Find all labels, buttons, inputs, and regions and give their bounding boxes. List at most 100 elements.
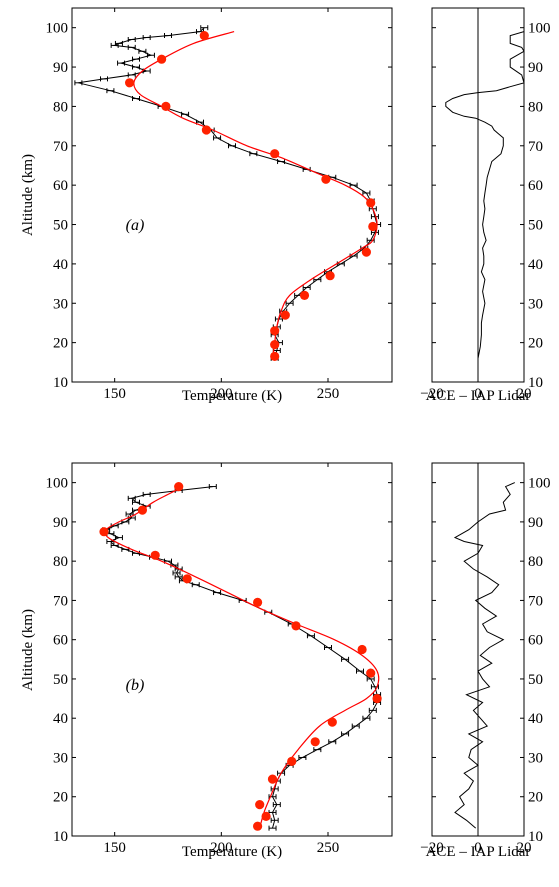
y-tick-label: 100 [46, 21, 69, 37]
panel-b-y-axis-label: Altitude (km) [20, 609, 36, 691]
panel-b-frame [71, 462, 393, 837]
panel-b-diff-data-layer [453, 463, 515, 836]
y-tick-label: 50 [53, 218, 68, 234]
ir-data-point [137, 505, 147, 515]
panel-a-diff-x-axis-label: ACE – IAP Lidar [426, 388, 531, 404]
y-tick-label: 70 [528, 593, 543, 609]
ir-data-point [325, 271, 335, 281]
ir-data-point [199, 30, 209, 41]
y-tick-label: 60 [53, 633, 68, 649]
y-tick-label: 70 [53, 593, 68, 609]
ir-data-point [150, 550, 160, 560]
y-tick-label: 60 [528, 178, 543, 194]
ir-data-point [201, 125, 211, 135]
panel-a-frame [71, 7, 393, 383]
difference-line [453, 482, 515, 829]
y-tick-label: 10 [528, 829, 543, 845]
ir-data-point [287, 756, 297, 767]
y-tick-label: 90 [53, 60, 68, 76]
panel-a-ticks: 10 20 30 40 50 60 70 80 90 100 150 200 250 [46, 8, 392, 402]
y-tick-label: 70 [528, 139, 543, 155]
y-tick-label: 80 [53, 554, 68, 570]
y-tick-label: 20 [53, 336, 68, 352]
ir-data-point [366, 668, 376, 678]
ir-data-point [157, 54, 167, 64]
panel-b-diff-x-axis-label: ACE – IAP Lidar [426, 844, 531, 860]
y-tick-label: 100 [528, 476, 551, 492]
panel-b-temperature: 10 20 30 40 50 60 70 80 90 100 150 200 250 (b) Tempe… [20, 462, 393, 860]
x-tick-label: 0 [474, 840, 482, 856]
retrieval-profile-line [133, 31, 378, 359]
x-tick-label: 20 [517, 386, 532, 402]
panel-a-x-axis-label: Temperature (K) [182, 388, 282, 404]
x-tick-label: 150 [103, 386, 126, 402]
ir-data-point [267, 774, 278, 784]
y-tick-label: 60 [528, 633, 543, 649]
ir-data-point [125, 78, 135, 88]
ir-data-point [291, 621, 301, 631]
ir-data-point [253, 821, 263, 831]
y-tick-label: 30 [53, 296, 68, 312]
ir-data-point [280, 310, 290, 320]
ir-data-point [261, 811, 271, 822]
y-tick-label: 10 [528, 375, 543, 391]
ir-data-point [327, 717, 337, 727]
panel-a-data-layer [74, 25, 382, 361]
ir-data-point [99, 527, 109, 537]
ir-data-point [310, 737, 320, 747]
y-tick-label: 40 [528, 257, 543, 273]
y-tick-label: 50 [53, 672, 68, 688]
lidar-profile-line [78, 27, 378, 359]
ir-data-point [270, 351, 280, 361]
ir-data-point [253, 597, 263, 608]
ir-data-point [372, 694, 382, 704]
y-tick-label: 20 [53, 790, 68, 806]
ir-data-point [182, 574, 192, 584]
ir-data-point [321, 174, 331, 184]
ir-data-point [270, 340, 280, 350]
panel-b-label: (b) [126, 677, 145, 694]
y-tick-label: 90 [53, 515, 68, 531]
y-tick-label: 40 [528, 711, 543, 727]
y-tick-label: 50 [528, 218, 543, 234]
ir-data-point [161, 101, 171, 111]
y-tick-label: 90 [528, 60, 543, 76]
y-tick-label: 50 [528, 672, 543, 688]
y-tick-label: 80 [53, 99, 68, 115]
ir-data-point [174, 482, 184, 492]
panel-b-data-layer [99, 482, 382, 831]
ir-data-point [357, 644, 367, 655]
y-tick-label: 40 [53, 711, 68, 727]
y-tick-label: 100 [528, 21, 551, 37]
y-tick-label: 60 [53, 178, 68, 194]
x-tick-label: −20 [420, 840, 443, 856]
y-tick-label: 40 [53, 257, 68, 273]
y-tick-label: 30 [528, 750, 543, 766]
x-tick-label: 250 [317, 386, 340, 402]
ir-data-point [270, 326, 280, 336]
ir-data-point [368, 221, 378, 232]
y-tick-label: 70 [53, 139, 68, 155]
panel-b-x-axis-label: Temperature (K) [182, 844, 282, 860]
x-tick-label: 20 [517, 840, 532, 856]
panel-a-y-axis-label: Altitude (km) [20, 154, 36, 236]
panel-a-diff-data-layer [445, 8, 524, 382]
x-tick-label: 200 [210, 840, 233, 856]
y-tick-label: 90 [528, 515, 543, 531]
y-tick-label: 30 [53, 750, 68, 766]
y-tick-label: 20 [528, 790, 543, 806]
x-tick-label: 250 [317, 840, 340, 856]
y-tick-label: 10 [53, 375, 68, 391]
lidar-profile-line [105, 486, 378, 829]
y-tick-label: 80 [528, 99, 543, 115]
x-tick-label: 0 [474, 386, 482, 402]
ir-data-point [366, 198, 376, 208]
panel-a-temperature: 10 20 30 40 50 60 70 80 90 100 150 200 250 (a) Tempe… [20, 7, 393, 404]
y-tick-label: 10 [53, 829, 68, 845]
difference-line [445, 31, 524, 359]
